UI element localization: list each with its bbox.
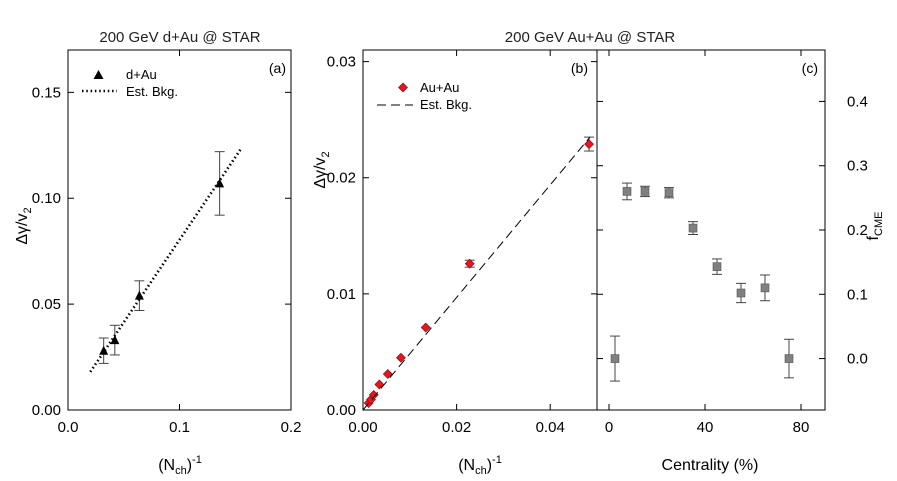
panel-b-x-label: (Nch)-1	[458, 454, 502, 477]
legend-a-label-bkg: Est. Bkg.	[126, 84, 178, 99]
legend-b-label-bkg: Est. Bkg.	[420, 97, 472, 112]
data-point-b-3	[374, 379, 385, 390]
bkg-line-b	[362, 136, 591, 411]
data-point-a-0	[99, 345, 109, 355]
panel-c-x-label: Centrality (%)	[662, 457, 759, 474]
panel-a-x-label-main: (N	[158, 457, 175, 474]
data-point-a-2	[134, 290, 144, 300]
data-point-b-6	[420, 322, 431, 333]
panel-c-y-label: fCME	[865, 212, 885, 241]
panel-a-label: (a)	[269, 60, 286, 76]
y-tick-label-b-2: 0.02	[327, 170, 356, 187]
panel-a-x-label-sup: -1	[192, 454, 202, 466]
data-point-c-4	[688, 223, 698, 233]
y-tick-label-b-0: 0.00	[327, 402, 356, 419]
x-tick-label-a-0: 0.0	[58, 419, 79, 436]
data-point-b-4	[382, 369, 393, 379]
panel-a-y-label-sub: 2	[22, 207, 34, 213]
panel-b: 200 GeV Au+Au @ STAR 0.00 0.02 0.04 0.000.…	[312, 29, 675, 477]
panel-c-label: (c)	[802, 60, 818, 76]
panel-a-x-label: (Nch)-1	[158, 454, 202, 477]
x-tick-label-b-1: 0.02	[442, 419, 471, 436]
panel-b-plot-area	[362, 136, 595, 411]
panel-a-y-label: Δγ/v2	[14, 207, 34, 244]
data-point-a-1	[110, 335, 120, 345]
panel-b-y-label: Δγ/v2	[312, 151, 332, 188]
panel-c-plot-area	[610, 182, 794, 382]
data-point-c-6	[736, 288, 746, 298]
panel-b-label: (b)	[571, 60, 588, 76]
panel-a-x-label-sub: ch	[175, 465, 187, 477]
y-tick-label-a-1: 0.05	[32, 296, 61, 313]
y-tick-label-c-0: 0.0	[847, 351, 868, 368]
data-point-c-1	[622, 187, 632, 196]
panel-a-y-ticks: 0.00 0.05 0.10 0.15	[32, 84, 291, 419]
y-tick-label-c-2: 0.2	[847, 222, 868, 239]
panel-c-x-ticks: 0 40 80	[605, 50, 810, 436]
panel-c-y-label-main: f	[865, 235, 882, 240]
panel-b-y-label-sub: 2	[320, 151, 332, 157]
data-point-c-0	[610, 354, 620, 363]
data-point-c-2	[640, 187, 650, 196]
legend-a-label-dau: d+Au	[126, 67, 157, 82]
data-point-b-8	[584, 139, 594, 149]
panel-b-y-ticks: 0.00 0.01 0.02 0.03	[327, 54, 597, 419]
data-point-b-5	[395, 352, 406, 363]
y-tick-label-c-4: 0.4	[847, 93, 868, 110]
y-tick-label-c-1: 0.1	[847, 286, 868, 303]
panel-a-frame	[67, 49, 292, 411]
panel-a: 200 GeV d+Au @ STAR 0.0 0.1 0.2 0.000.050.…	[14, 29, 301, 477]
data-point-c-3	[664, 188, 674, 198]
legend-b-marker-diamond	[398, 82, 408, 93]
data-point-a-3	[215, 178, 225, 188]
data-point-c-7	[760, 283, 770, 293]
y-tick-label-b-1: 0.01	[327, 286, 356, 303]
panel-b-x-label-sub: ch	[475, 465, 487, 477]
data-point-b-7	[464, 258, 475, 269]
y-tick-label-c-3: 0.3	[847, 158, 868, 175]
x-tick-label-a-2: 0.2	[281, 419, 302, 436]
panel-b-x-label-main: (N	[458, 457, 475, 474]
x-tick-label-c-0: 0	[605, 419, 613, 436]
y-tick-label-a-3: 0.15	[32, 84, 61, 101]
panel-c-y-label-sub: CME	[873, 212, 885, 236]
panel-a-legend: d+Au Est. Bkg.	[82, 67, 178, 99]
y-tick-label-a-0: 0.00	[32, 402, 61, 419]
panel-b-x-label-close: )	[487, 457, 492, 474]
panel-c: 0 40 80 0.0 0.1 0.2 0.3 0.4 (c) Centrality (%)…	[596, 49, 885, 474]
panel-a-y-label-main: Δγ/v	[14, 213, 31, 244]
panel-b-x-label-sup: -1	[492, 454, 502, 466]
panel-b-x-ticks: 0.00 0.02 0.04	[348, 50, 565, 436]
data-point-c-8	[784, 354, 794, 363]
legend-a-marker-triangle	[93, 70, 104, 79]
data-point-c-5	[712, 262, 722, 271]
panel-b-legend: Au+Au Est. Bkg.	[377, 80, 472, 112]
panel-a-x-ticks: 0.0 0.1 0.2	[58, 50, 302, 436]
legend-b-label-auau: Au+Au	[420, 80, 459, 95]
panel-b-y-label-main: Δγ/v	[312, 157, 329, 188]
x-tick-label-a-1: 0.1	[169, 419, 190, 436]
x-tick-label-c-1: 40	[697, 419, 714, 436]
x-tick-label-b-2: 0.04	[536, 419, 565, 436]
y-tick-label-a-2: 0.10	[32, 190, 61, 207]
panel-a-title: 200 GeV d+Au @ STAR	[99, 29, 260, 46]
panel-c-y-ticks: 0.0 0.1 0.2 0.3 0.4	[597, 93, 868, 368]
panel-b-title: 200 GeV Au+Au @ STAR	[505, 29, 676, 46]
x-tick-label-b-0: 0.00	[348, 419, 377, 436]
panel-a-plot-area	[89, 146, 244, 373]
y-tick-label-b-3: 0.03	[327, 54, 356, 71]
x-tick-label-c-2: 80	[793, 419, 810, 436]
panel-a-x-label-close: )	[187, 457, 192, 474]
